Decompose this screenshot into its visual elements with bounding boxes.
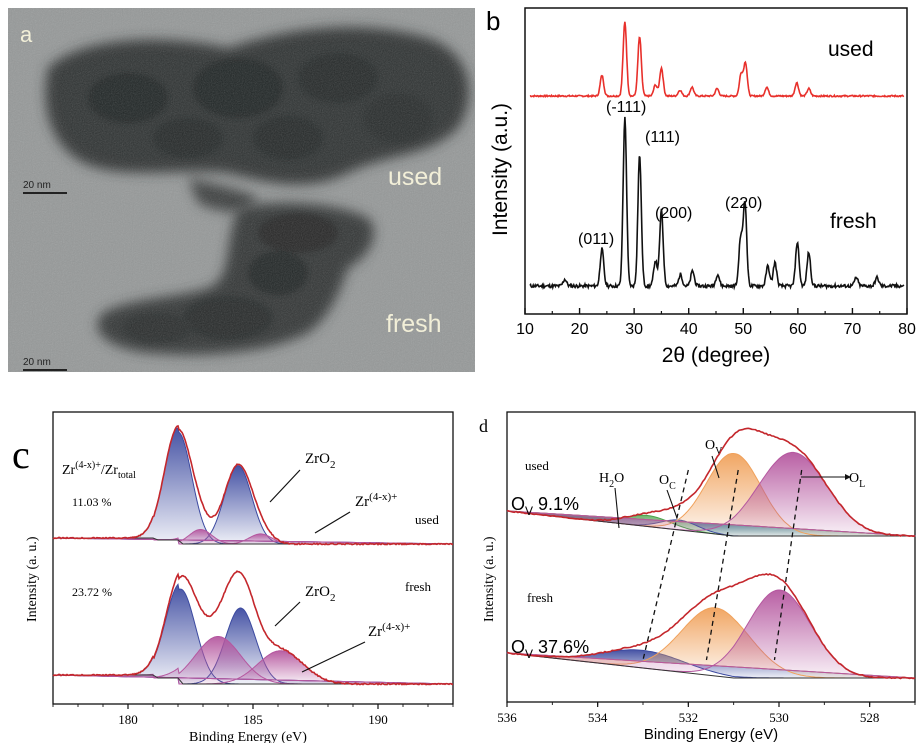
xrd-fresh-line: [529, 116, 905, 291]
xrd-chart: b 10 20 30 40 50 60 70 80 used fresh (-111) (11…: [486, 6, 916, 367]
o-ov-annotation: OV: [705, 438, 723, 457]
c-x-tick-label: 185: [243, 712, 263, 727]
panel-a-letter: a: [20, 22, 33, 47]
zr-fresh-label: fresh: [405, 579, 431, 594]
scalebar-2-text: 20 nm: [23, 357, 51, 368]
xrd-x-axis-label: 2θ (degree): [662, 344, 771, 367]
o-ol-annotation: OL: [849, 471, 865, 490]
zr-fresh-zr-annotation: Zr(4-x)+: [368, 621, 410, 640]
xrd-x-tick-label: 20: [571, 321, 589, 338]
c-x-tick-label: 190: [368, 712, 388, 727]
o-plot-frame: [506, 411, 916, 703]
zr-x-axis-label: Binding Energy (eV): [189, 730, 307, 743]
o-used-ov-value: OV 9.1%: [511, 494, 579, 518]
d-x-tick-label: 528: [860, 710, 880, 725]
zr-ratio-label: Zr(4-x)+/Zrtotal: [62, 460, 136, 481]
o-x-axis: 536 534 532 530 528: [497, 702, 916, 725]
o-fresh-ov-value: OV 37.6%: [511, 637, 589, 661]
xrd-x-tick-label: 40: [680, 321, 698, 338]
annotation-200: (200): [655, 205, 692, 222]
zr-fresh-zro2-arrow: [274, 601, 301, 627]
o-peak-shift-guides: [642, 469, 803, 661]
xrd-fresh-series-label: fresh: [830, 210, 877, 233]
o-shift-guide: [773, 469, 803, 661]
xrd-x-axis: 10 20 30 40 50 60 70 80: [516, 308, 916, 338]
o-ov-arrow: [711, 455, 720, 479]
d-baseline: [516, 653, 915, 679]
zr-used-zro2-annotation: ZrO2: [305, 451, 336, 471]
zr-x-axis: 180 185 190: [52, 704, 454, 727]
zr-used-ratio-value: 11.03 %: [72, 495, 112, 509]
tem-image-panel: a used fresh 20 nm 20 nm: [8, 8, 475, 372]
panel-c-letter: c: [12, 432, 30, 477]
o-h2o-annotation: H2O: [599, 471, 624, 490]
zr-fresh-zro2-annotation: ZrO2: [305, 584, 336, 604]
fresh-label: fresh: [386, 310, 442, 338]
o-used-label: used: [525, 458, 549, 473]
o-fresh-envelope: [506, 572, 916, 680]
xrd-x-tick-label: 60: [789, 321, 807, 338]
d-x-tick-label: 534: [588, 710, 608, 725]
zr-used-zr-annotation: Zr(4-x)+: [355, 491, 397, 510]
o-oc-annotation: OC: [659, 473, 676, 492]
o-y-axis-label: Intensity (a. u.): [482, 536, 497, 622]
zr-used-zr-arrow: [314, 511, 351, 534]
c-x-tick-label: 180: [118, 712, 138, 727]
d-x-tick-label: 536: [497, 710, 517, 725]
o-xps-chart: d 536 534 532 530 528 used fresh OV 9.1% OV …: [479, 411, 916, 743]
zr-fresh-zr-arrow: [301, 641, 366, 673]
xrd-used-line: [529, 21, 905, 99]
annotation-111: (111): [645, 129, 680, 146]
zr-used-zro2-arrow: [269, 469, 301, 503]
o-ol-arrowhead: [845, 474, 851, 480]
xrd-y-axis-label: Intensity (a.u.): [489, 103, 512, 236]
xrd-used-series-label: used: [828, 38, 874, 61]
o-used-envelope: [506, 427, 916, 538]
d-x-tick-label: 532: [679, 710, 699, 725]
scalebar-1: 20 nm: [23, 180, 67, 194]
zr-used-envelope: [52, 424, 453, 546]
o-x-axis-label: Binding Energy (eV): [644, 726, 778, 743]
o-h2o-arrow: [614, 487, 620, 529]
zr-used-label: used: [415, 512, 439, 527]
xrd-x-tick-label: 70: [844, 321, 862, 338]
zr-fresh-ratio-value: 23.72 %: [72, 585, 112, 599]
o-fresh-label: fresh: [527, 590, 553, 605]
panel-b-letter: b: [486, 6, 500, 36]
xrd-x-tick-label: 80: [898, 321, 916, 338]
zr-xps-chart: c 180 185 190 Zr(4-x)+/Zrtotal 11.03 % 23.…: [12, 411, 454, 743]
scalebar-2: 20 nm: [23, 357, 67, 371]
annotation-m111: (-111): [606, 99, 646, 116]
annotation-220: (220): [725, 195, 762, 212]
xrd-x-tick-label: 50: [734, 321, 752, 338]
tem-micrograph: [8, 8, 475, 372]
xrd-x-tick-label: 10: [516, 321, 534, 338]
zr-y-axis-label: Intensity (a. u.): [25, 536, 40, 622]
annotation-011: (011): [578, 231, 614, 248]
o-oc-arrow: [666, 489, 678, 519]
used-label: used: [388, 163, 443, 191]
zr-fresh-envelope: [52, 570, 453, 686]
scalebar-1-text: 20 nm: [23, 180, 51, 191]
xrd-x-tick-label: 30: [625, 321, 643, 338]
panel-d-letter: d: [479, 416, 488, 436]
o-shift-guide: [642, 469, 689, 661]
d-x-tick-label: 530: [769, 710, 789, 725]
